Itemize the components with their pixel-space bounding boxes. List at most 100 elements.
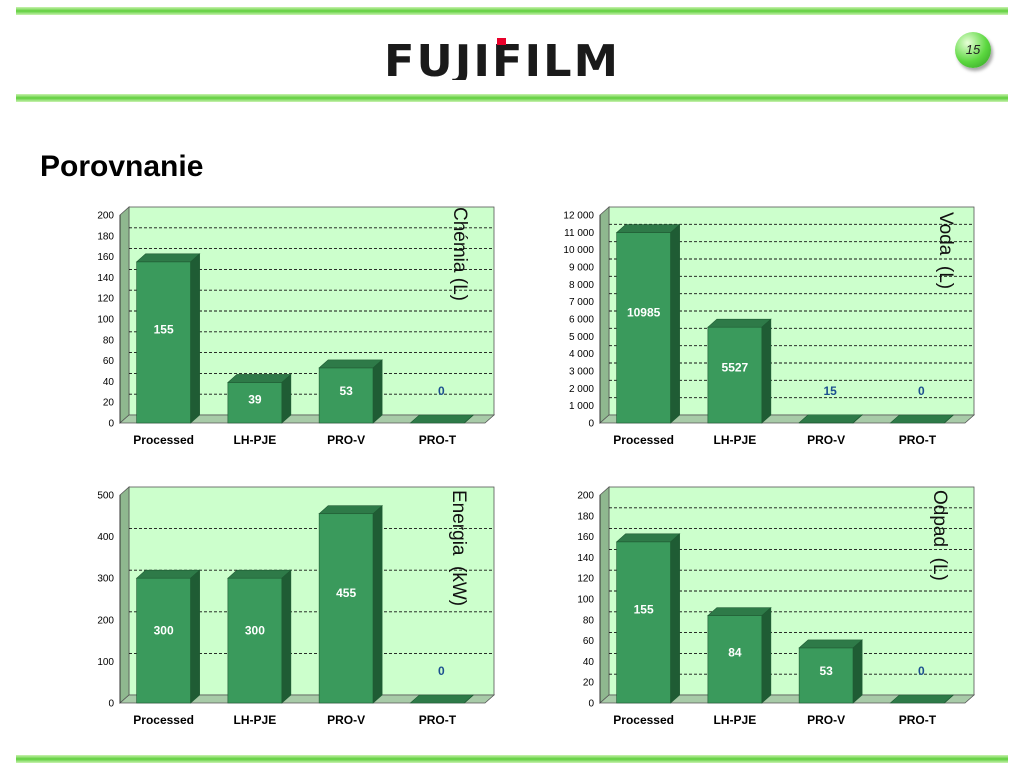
chart-chemia-bar-2 <box>318 359 383 424</box>
chart-chemia-value-label-2: 53 <box>339 384 353 398</box>
chart-energia-value-label-2: 455 <box>336 586 356 600</box>
chart-chemia-ytick-label: 20 <box>103 398 115 409</box>
chart-voda-ytick-label: 11 000 <box>564 228 594 239</box>
chart-energia-bar-1 <box>227 569 292 704</box>
chart-chemia-value-label-1: 39 <box>248 392 262 406</box>
chart-voda-value-label-0: 10985 <box>627 306 661 320</box>
footer-band <box>16 755 1008 763</box>
chart-odpad: 0 20 40 60 80 100 120 140 160 180 200 155 Processed 8… <box>535 485 1005 735</box>
chart-odpad-value-label-3: 0 <box>918 664 925 678</box>
chart-voda-ytick-label: 1 000 <box>569 401 594 412</box>
chart-odpad-bar-1 <box>707 606 772 704</box>
chart-odpad-value-label-1: 84 <box>728 645 742 659</box>
chart-energia-value-label-0: 300 <box>154 624 174 638</box>
chart-energia-bar-2 <box>318 505 383 704</box>
chart-voda-category-label-2: PRO-V <box>807 433 845 447</box>
chart-voda-ytick-label: 4 000 <box>569 349 594 360</box>
header-band-bottom <box>16 94 1008 102</box>
chart-odpad-ytick-label: 40 <box>583 657 595 668</box>
chart-voda-category-label-1: LH-PJE <box>714 433 757 447</box>
chart-energia-category-label-2: PRO-V <box>327 713 365 727</box>
chart-energia-ytick-label: 400 <box>97 532 114 543</box>
chart-chemia-bar-3 <box>409 414 475 424</box>
chart-odpad-category-label-1: LH-PJE <box>714 713 757 727</box>
chart-odpad-bar-0 <box>615 533 681 704</box>
chart-voda-bar-2 <box>798 414 863 424</box>
chart-voda-ytick-label: 12 000 <box>563 211 594 222</box>
chart-chemia-ytick-label: 0 <box>108 419 114 430</box>
chart-voda-ytick-label: 7 000 <box>569 297 594 308</box>
chart-chemia: 0 20 40 60 80 100 120 140 160 180 200 155 Processed 3… <box>55 205 525 455</box>
chart-odpad-ytick-label: 0 <box>588 699 594 710</box>
chart-voda-ytick-label: 10 000 <box>563 245 594 256</box>
header-band-top <box>16 7 1008 15</box>
chart-energia-ytick-label: 200 <box>97 615 114 626</box>
chart-voda-bar-3 <box>889 414 955 424</box>
chart-energia-category-label-0: Processed <box>133 713 194 727</box>
chart-energia-bar-0 <box>135 569 201 704</box>
chart-voda-left-wall <box>599 206 610 424</box>
chart-voda-category-label-0: Processed <box>613 433 674 447</box>
chart-energia-svg: 0 100 200 300 400 500 300 Processed 300 LH-PJE 455… <box>97 486 496 727</box>
chart-chemia-ytick-label: 160 <box>97 252 114 263</box>
chart-energia-value-label-1: 300 <box>245 624 265 638</box>
chart-energia-category-label-3: PRO-T <box>419 713 457 727</box>
chart-odpad-ytick-label: 120 <box>577 574 594 585</box>
chart-voda-value-label-2: 15 <box>823 384 837 398</box>
chart-chemia-category-label-2: PRO-V <box>327 433 365 447</box>
chart-chemia-value-label-3: 0 <box>438 384 445 398</box>
chart-odpad-bar-3 <box>889 694 955 704</box>
chart-chemia-ytick-label: 140 <box>97 273 114 284</box>
side-label-voda: Voda (L) <box>935 212 956 290</box>
chart-odpad-ytick-label: 100 <box>577 595 594 606</box>
chart-energia: 0 100 200 300 400 500 300 Processed 300 LH-PJE 455… <box>55 485 525 735</box>
chart-energia-category-label-1: LH-PJE <box>234 713 277 727</box>
chart-chemia-left-wall <box>119 206 130 424</box>
chart-chemia-category-label-3: PRO-T <box>419 433 457 447</box>
chart-chemia-ytick-label: 40 <box>103 377 115 388</box>
chart-voda-ytick-label: 5 000 <box>569 332 594 343</box>
chart-odpad-category-label-0: Processed <box>613 713 674 727</box>
chart-voda: 0 1 000 2 000 3 000 4 000 5 000 6 000 7 000 8 00… <box>535 205 1005 455</box>
chart-energia-value-label-3: 0 <box>438 664 445 678</box>
chart-chemia-ytick-label: 60 <box>103 356 115 367</box>
chart-odpad-ytick-label: 20 <box>583 678 595 689</box>
chart-chemia-value-label-0: 155 <box>154 323 174 337</box>
page-number-badge: 15 <box>955 32 991 68</box>
chart-odpad-bar-2 <box>798 639 863 704</box>
chart-chemia-bar-0 <box>135 253 201 424</box>
chart-odpad-ytick-label: 160 <box>577 532 594 543</box>
chart-voda-bar-0 <box>615 223 681 424</box>
chart-voda-ytick-label: 9 000 <box>569 263 594 274</box>
chart-chemia-ytick-label: 80 <box>103 335 115 346</box>
chart-odpad-ytick-label: 80 <box>583 615 595 626</box>
page-number: 15 <box>965 42 981 57</box>
chart-energia-ytick-label: 500 <box>97 491 114 502</box>
chart-energia-ytick-label: 0 <box>108 699 114 710</box>
chart-chemia-ytick-label: 180 <box>97 231 114 242</box>
chart-odpad-category-label-2: PRO-V <box>807 713 845 727</box>
side-label-energia: Energia (kW) <box>448 490 469 607</box>
chart-odpad-ytick-label: 60 <box>583 636 595 647</box>
chart-energia-ytick-label: 100 <box>97 657 114 668</box>
chart-voda-ytick-label: 3 000 <box>569 367 594 378</box>
chart-energia-left-wall <box>119 486 130 704</box>
chart-odpad-svg: 0 20 40 60 80 100 120 140 160 180 200 155 Processed 8… <box>577 486 976 727</box>
chart-chemia-bar-1 <box>227 373 292 424</box>
chart-chemia-svg: 0 20 40 60 80 100 120 140 160 180 200 155 Processed 3… <box>97 206 496 447</box>
chart-chemia-category-label-0: Processed <box>133 433 194 447</box>
chart-odpad-category-label-3: PRO-T <box>899 713 937 727</box>
side-label-odpad: Odpad (L) <box>929 490 950 581</box>
chart-voda-ytick-label: 8 000 <box>569 280 594 291</box>
fujifilm-logo: FUJIFILM <box>384 38 618 80</box>
chart-voda-ytick-label: 6 000 <box>569 315 594 326</box>
chart-voda-svg: 0 1 000 2 000 3 000 4 000 5 000 6 000 7 000 8 00… <box>563 206 976 447</box>
chart-chemia-ytick-label: 100 <box>97 315 114 326</box>
chart-odpad-value-label-2: 53 <box>819 664 833 678</box>
chart-voda-bar-1 <box>707 318 772 424</box>
chart-odpad-left-wall <box>599 486 610 704</box>
chart-voda-value-label-3: 0 <box>918 384 925 398</box>
chart-odpad-ytick-label: 180 <box>577 511 594 522</box>
chart-chemia-category-label-1: LH-PJE <box>234 433 277 447</box>
chart-energia-ytick-label: 300 <box>97 574 114 585</box>
